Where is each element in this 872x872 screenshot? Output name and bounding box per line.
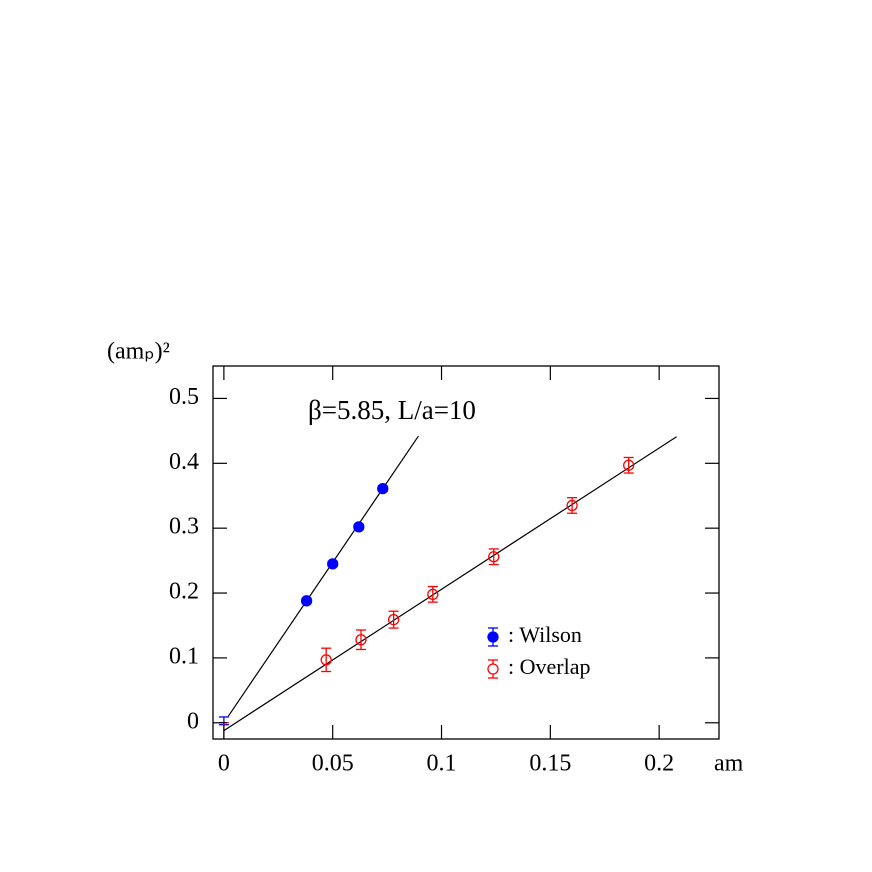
legend-marker bbox=[487, 631, 499, 643]
fit-line bbox=[223, 436, 677, 732]
error-bar bbox=[388, 610, 399, 629]
x-tick-label: 0.15 bbox=[529, 751, 571, 777]
annotation: β=5.85, L/a=10 bbox=[308, 395, 476, 425]
marker bbox=[488, 551, 500, 563]
marker bbox=[355, 634, 367, 646]
marker bbox=[566, 499, 578, 512]
marker bbox=[320, 654, 332, 666]
marker bbox=[427, 588, 439, 600]
marker bbox=[300, 595, 313, 607]
y-tick-label: 0 bbox=[187, 708, 199, 734]
plot-area bbox=[218, 435, 677, 739]
y-tick-label: 0.4 bbox=[169, 449, 199, 475]
marker bbox=[387, 613, 400, 626]
y-tick-label: 0.2 bbox=[169, 579, 199, 605]
x-tick-label: 0.1 bbox=[427, 751, 457, 777]
fit-line bbox=[227, 435, 419, 717]
y-tick-label: 0.5 bbox=[169, 384, 199, 410]
y-tick-label: 0.1 bbox=[169, 643, 199, 669]
y-axis-label: (amₚ)² bbox=[107, 339, 170, 365]
marker bbox=[623, 459, 635, 471]
x-tick-label: 0.2 bbox=[644, 751, 674, 777]
marker bbox=[327, 558, 339, 570]
x-tick-label: 0 bbox=[218, 751, 230, 777]
marker bbox=[353, 521, 365, 533]
plot-frame bbox=[212, 365, 720, 740]
marker bbox=[377, 482, 389, 495]
legend-label: : Wilson bbox=[508, 622, 582, 647]
x-axis-label: am bbox=[714, 751, 744, 777]
error-bar bbox=[321, 647, 332, 673]
y-tick-label: 0.3 bbox=[169, 514, 199, 540]
error-bar bbox=[355, 629, 366, 651]
legend-label: : Overlap bbox=[508, 654, 590, 679]
x-tick-label: 0.05 bbox=[312, 751, 354, 777]
legend-marker bbox=[487, 663, 499, 675]
